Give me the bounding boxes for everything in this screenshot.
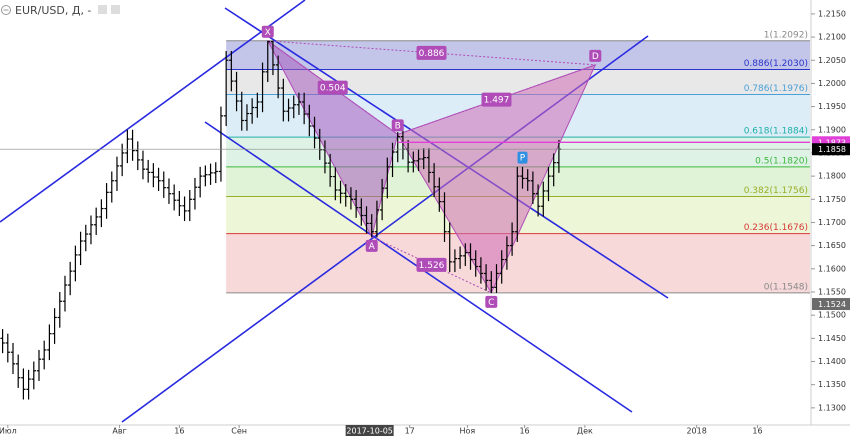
ratio-box: [416, 257, 447, 272]
settings-icon[interactable]: [98, 5, 107, 14]
ratio-label: 1.497: [484, 96, 510, 106]
x-tick-label: 16: [519, 427, 529, 436]
x-tick-label: 16: [174, 427, 184, 436]
x-tick-label: Ноя: [460, 427, 476, 436]
point-box: [365, 239, 378, 252]
point-label: C: [488, 298, 494, 308]
y-tick-label: 1.1650: [818, 241, 846, 250]
overlay: 1(1.2092) 0.886(1.2030) 0.786(1.1976) 0.618…: [0, 25, 810, 308]
point-box: [391, 119, 404, 132]
y-tick-label: 1.1450: [818, 334, 846, 343]
x-tick-label: 16: [752, 427, 762, 436]
x-tick-highlight: [345, 425, 394, 436]
y-tick-label: 1.1350: [818, 380, 846, 389]
trend-line: [0, 0, 306, 223]
point-box: [589, 49, 602, 62]
y-tick-label: 1.2000: [818, 79, 846, 88]
ratio-box: [317, 80, 348, 95]
y-tick-label: 1.1950: [818, 102, 846, 111]
ratio-label: 0.504: [320, 84, 346, 94]
price-tag-label: 1.1524: [818, 300, 846, 309]
ratio-box: [481, 92, 512, 107]
price-bars: [0, 40, 562, 400]
fib-label: 1(1.2092): [764, 30, 808, 40]
point-label: X: [265, 28, 271, 38]
fib-label: 0.382(1.1756): [744, 186, 808, 196]
x-tick-label: 2018: [686, 427, 706, 436]
point-label: A: [369, 242, 376, 252]
y-tick-label: 1.1800: [818, 172, 846, 181]
point-label: B: [395, 121, 401, 131]
fib-label: 0.886(1.2030): [744, 59, 808, 69]
ratio-label: 0.886: [419, 49, 445, 59]
price-tag-label: 1.1858: [818, 145, 846, 154]
x-tick-label: 2017-10-05: [346, 427, 393, 436]
y-tick-label: 1.2050: [818, 56, 846, 65]
fib-zone: [226, 40, 810, 70]
fib-label: 0(1.1548): [764, 282, 808, 292]
collapse-icon[interactable]: [1, 5, 11, 15]
y-tick-label: 1.1300: [818, 403, 846, 412]
x-tick-label: Авг: [112, 427, 126, 436]
y-tick-label: 1.1400: [818, 357, 846, 366]
x-tick-label: Сен: [231, 427, 247, 436]
ratio-label: 1.526: [419, 261, 445, 271]
y-tick-label: 1.2100: [818, 33, 846, 42]
fib-label: 0.5(1.1820): [755, 156, 808, 166]
axes: 1.2150 1.2100 1.2050 1.2000 1.1950 1.1900 1.18…: [0, 9, 850, 436]
point-box: [485, 295, 498, 308]
chart-title: EUR/USD, Д, -: [15, 4, 91, 17]
price-tag: [812, 143, 850, 156]
y-tick-label: 1.1700: [818, 218, 846, 227]
fib-zone: [226, 233, 810, 293]
price-tag-label: 1.1873: [818, 138, 846, 147]
y-tick-label: 1.1600: [818, 264, 846, 273]
fib-label: 0.786(1.1976): [744, 84, 808, 94]
fib-label: 0.618(1.1884): [744, 127, 808, 137]
point-box: [261, 25, 274, 38]
y-tick-label: 1.1500: [818, 311, 846, 320]
close-icon[interactable]: [111, 5, 120, 14]
ratio-box: [416, 45, 447, 60]
y-tick-label: 1.1750: [818, 195, 846, 204]
y-tick-label: 1.1550: [818, 287, 846, 296]
price-tag: [812, 298, 850, 311]
marker-box: [517, 151, 528, 164]
y-tick-label: 1.1900: [818, 125, 846, 134]
x-tick-label: Дек: [577, 427, 593, 436]
marker-label: P: [520, 154, 526, 164]
y-tick-label: 1.2150: [818, 9, 846, 18]
fib-label: 0.236(1.1676): [744, 223, 808, 233]
x-tick-label: 17: [405, 427, 415, 436]
point-label: D: [592, 52, 599, 62]
x-tick-label: Июл: [0, 427, 17, 436]
